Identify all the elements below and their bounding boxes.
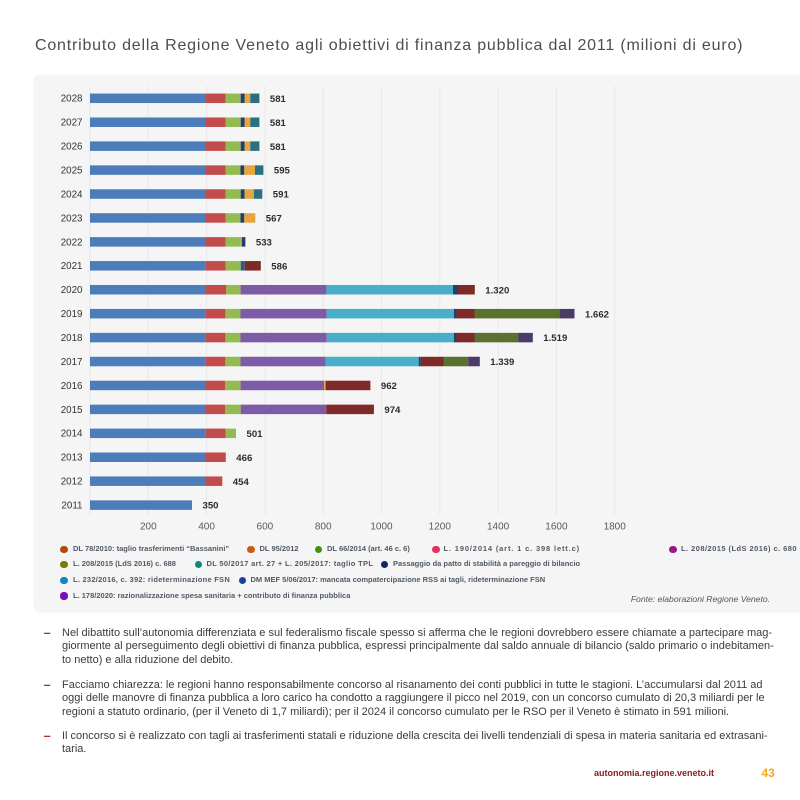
svg-text:454: 454 xyxy=(233,477,250,488)
svg-text:600: 600 xyxy=(257,522,274,533)
svg-text:2022: 2022 xyxy=(61,237,83,248)
svg-text:974: 974 xyxy=(384,405,401,416)
svg-text:2025: 2025 xyxy=(61,165,83,176)
svg-text:1000: 1000 xyxy=(370,522,393,533)
svg-text:2015: 2015 xyxy=(61,405,83,416)
svg-text:2016: 2016 xyxy=(61,381,83,392)
svg-text:591: 591 xyxy=(273,190,290,201)
svg-text:1400: 1400 xyxy=(487,522,510,533)
svg-text:595: 595 xyxy=(274,166,291,177)
svg-text:400: 400 xyxy=(198,522,215,533)
svg-text:2021: 2021 xyxy=(61,261,83,272)
svg-text:962: 962 xyxy=(381,381,397,392)
svg-text:2020: 2020 xyxy=(61,285,83,296)
svg-text:2013: 2013 xyxy=(61,453,83,464)
svg-text:2019: 2019 xyxy=(61,309,83,320)
svg-text:586: 586 xyxy=(271,261,287,272)
svg-text:1.662: 1.662 xyxy=(585,309,609,320)
svg-text:200: 200 xyxy=(140,522,157,533)
svg-text:2014: 2014 xyxy=(61,429,83,440)
svg-text:2026: 2026 xyxy=(61,142,83,153)
svg-text:2012: 2012 xyxy=(61,477,83,488)
svg-text:501: 501 xyxy=(247,429,264,440)
svg-text:2024: 2024 xyxy=(61,189,83,200)
svg-text:581: 581 xyxy=(270,118,287,129)
svg-text:2028: 2028 xyxy=(61,94,83,105)
svg-text:2017: 2017 xyxy=(61,357,83,368)
svg-text:533: 533 xyxy=(256,237,272,248)
svg-text:800: 800 xyxy=(315,522,332,533)
svg-text:1200: 1200 xyxy=(429,522,452,533)
svg-text:2011: 2011 xyxy=(61,501,82,512)
svg-text:2023: 2023 xyxy=(61,213,83,224)
svg-text:350: 350 xyxy=(203,501,219,512)
svg-text:1.339: 1.339 xyxy=(490,357,514,368)
svg-text:2018: 2018 xyxy=(61,333,83,344)
svg-text:581: 581 xyxy=(270,94,287,105)
svg-text:1.519: 1.519 xyxy=(543,333,567,344)
svg-text:1800: 1800 xyxy=(604,522,627,533)
svg-text:1600: 1600 xyxy=(545,522,568,533)
svg-text:466: 466 xyxy=(236,453,252,464)
svg-text:1.320: 1.320 xyxy=(485,285,509,296)
svg-text:581: 581 xyxy=(270,142,287,153)
svg-text:567: 567 xyxy=(266,214,282,225)
svg-text:2027: 2027 xyxy=(61,118,83,129)
